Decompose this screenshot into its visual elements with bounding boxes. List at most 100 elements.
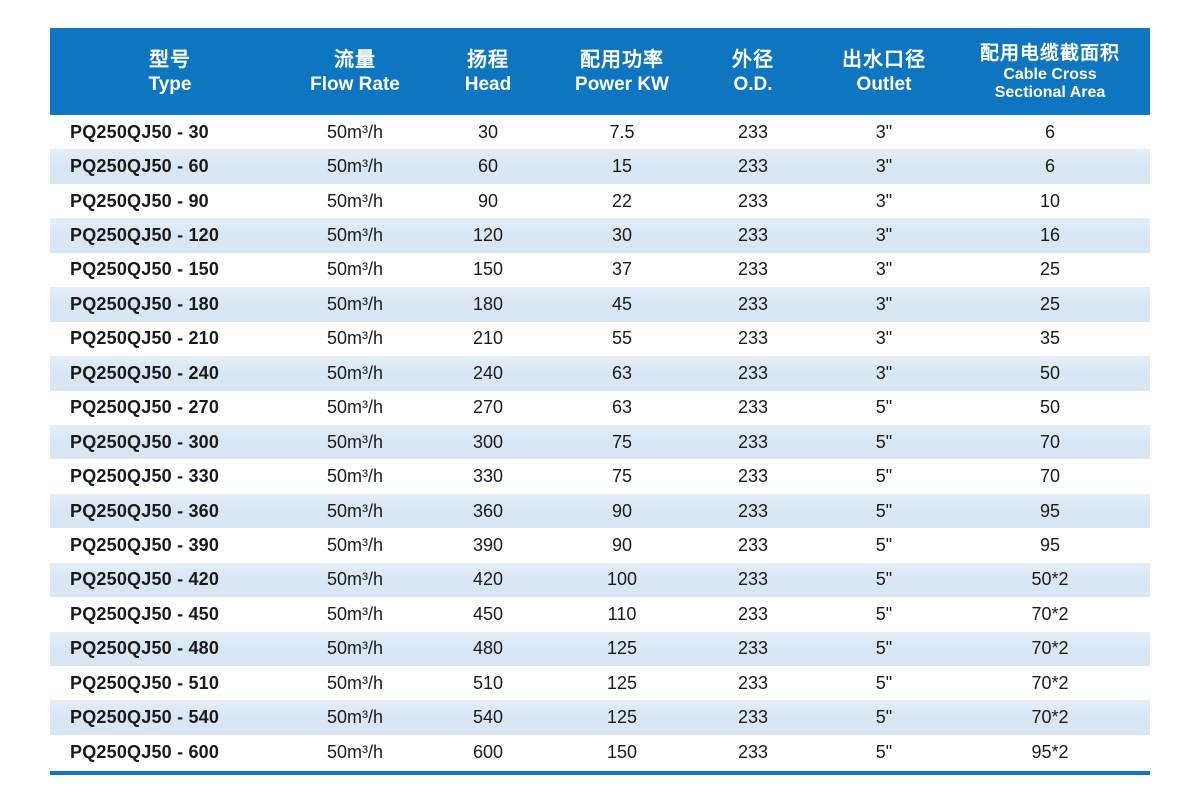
- header-label-zh-outlet: 出水口径: [842, 48, 926, 71]
- cell-head: 540: [420, 700, 556, 735]
- cell-head: 360: [420, 493, 556, 529]
- table-row: PQ250QJ50 - 30 50m³/h 30 7.5 233 3" 6: [50, 115, 1150, 149]
- header-label-en-head: Head: [464, 73, 512, 95]
- header-label-zh-flow-rate: 流量: [334, 48, 376, 71]
- cell-od: 233: [737, 259, 769, 280]
- cell-head: 450: [472, 603, 504, 624]
- cell-power-kw: 125: [556, 700, 688, 735]
- pump-spec-table: 型号 Type 流量 Flow Rate 扬程 Head 配用功率 Power KW 外径 O.D…: [50, 28, 1150, 769]
- cell-flow-rate: 50m³/h: [326, 603, 384, 624]
- cell-od: 233: [737, 672, 769, 693]
- cell-outlet: 5": [818, 700, 950, 735]
- cell-head: 330: [472, 466, 504, 487]
- cell-head: 420: [420, 562, 556, 598]
- cell-outlet: 5": [818, 562, 950, 598]
- header-label-zh-type: 型号: [149, 48, 191, 71]
- cell-outlet: 3": [875, 121, 893, 142]
- cell-cable-cross-sectional-area: 95: [950, 493, 1150, 529]
- cell-od: 233: [688, 493, 818, 529]
- cell-type: PQ250QJ50 - 210: [70, 328, 220, 349]
- cell-od: 233: [688, 149, 818, 184]
- table-row: PQ250QJ50 - 450 50m³/h 450 110 233 5" 70*2: [50, 597, 1150, 631]
- cell-cable-cross-sectional-area: 50*2: [950, 562, 1150, 598]
- cell-cable-cross-sectional-area: 50: [1039, 397, 1061, 418]
- cell-outlet: 3": [875, 259, 893, 280]
- cell-head: 270: [472, 397, 504, 418]
- cell-outlet: 5": [818, 493, 950, 529]
- cell-power-kw: 63: [556, 356, 688, 391]
- table-row: PQ250QJ50 - 270 50m³/h 270 63 233 5" 50: [50, 391, 1150, 425]
- cell-power-kw: 55: [611, 328, 633, 349]
- cell-outlet: 3": [875, 190, 893, 211]
- header-label-en-flow-rate: Flow Rate: [310, 73, 400, 95]
- header-cell-flow-rate: 流量 Flow Rate: [290, 28, 420, 115]
- table-row: PQ250QJ50 - 540 50m³/h 540 125 233 5" 70*2: [50, 700, 1150, 735]
- cell-flow-rate: 50m³/h: [290, 631, 420, 666]
- cell-head: 240: [420, 356, 556, 391]
- cell-type: PQ250QJ50 - 510: [70, 672, 220, 693]
- cell-type: PQ250QJ50 - 150: [70, 259, 220, 280]
- header-cell-cable-cross-sectional-area: 配用电缆截面积 Cable Cross Sectional Area: [950, 28, 1150, 115]
- cell-od: 233: [737, 534, 769, 555]
- header-label-zh-head: 扬程: [467, 48, 509, 71]
- cell-power-kw: 15: [556, 149, 688, 184]
- header-cell-head: 扬程 Head: [420, 28, 556, 115]
- header-label-zh-power-kw: 配用功率: [580, 48, 664, 71]
- cell-od: 233: [688, 287, 818, 322]
- table-row: PQ250QJ50 - 120 50m³/h 120 30 233 3" 16: [50, 218, 1150, 253]
- cell-flow-rate: 50m³/h: [326, 466, 384, 487]
- cell-od: 233: [737, 190, 769, 211]
- cell-flow-rate: 50m³/h: [326, 741, 384, 762]
- cell-head: 390: [472, 534, 504, 555]
- cell-flow-rate: 50m³/h: [326, 328, 384, 349]
- cell-flow-rate: 50m³/h: [290, 700, 420, 735]
- cell-cable-cross-sectional-area: 35: [1039, 328, 1061, 349]
- table-row: PQ250QJ50 - 210 50m³/h 210 55 233 3" 35: [50, 322, 1150, 356]
- cell-head: 60: [420, 149, 556, 184]
- cell-type: PQ250QJ50 - 540: [50, 700, 290, 735]
- cell-outlet: 5": [818, 424, 950, 460]
- header-cell-outlet: 出水口径 Outlet: [818, 28, 950, 115]
- cell-power-kw: 30: [556, 218, 688, 253]
- cell-power-kw: 125: [556, 631, 688, 666]
- header-cell-power-kw: 配用功率 Power KW: [556, 28, 688, 115]
- cell-cable-cross-sectional-area: 95*2: [1031, 741, 1069, 762]
- cell-od: 233: [737, 121, 769, 142]
- cell-flow-rate: 50m³/h: [290, 218, 420, 253]
- table-row: PQ250QJ50 - 480 50m³/h 480 125 233 5" 70*2: [50, 631, 1150, 666]
- cell-power-kw: 150: [606, 741, 638, 762]
- cell-type: PQ250QJ50 - 360: [50, 493, 290, 529]
- cell-type: PQ250QJ50 - 240: [50, 356, 290, 391]
- table-row: PQ250QJ50 - 330 50m³/h 330 75 233 5" 70: [50, 459, 1150, 493]
- cell-cable-cross-sectional-area: 50: [950, 356, 1150, 391]
- cell-power-kw: 45: [556, 287, 688, 322]
- cell-head: 300: [420, 424, 556, 460]
- cell-outlet: 5": [875, 672, 893, 693]
- cell-type: PQ250QJ50 - 390: [70, 534, 220, 555]
- cell-power-kw: 75: [556, 424, 688, 460]
- cell-cable-cross-sectional-area: 25: [950, 287, 1150, 322]
- cell-cable-cross-sectional-area: 70*2: [950, 700, 1150, 735]
- cell-type: PQ250QJ50 - 300: [50, 424, 290, 460]
- cell-flow-rate: 50m³/h: [290, 562, 420, 598]
- cell-type: PQ250QJ50 - 30: [70, 121, 209, 142]
- header-cell-type: 型号 Type: [50, 28, 290, 115]
- cell-od: 233: [688, 218, 818, 253]
- cell-type: PQ250QJ50 - 480: [50, 631, 290, 666]
- cell-head: 210: [472, 328, 504, 349]
- pump-spec-table-wrap: 型号 Type 流量 Flow Rate 扬程 Head 配用功率 Power KW 外径 O.D…: [50, 28, 1150, 776]
- cell-outlet: 3": [818, 149, 950, 184]
- cell-head: 150: [472, 259, 504, 280]
- cell-head: 30: [477, 121, 499, 142]
- cell-outlet: 3": [818, 287, 950, 322]
- cell-type: PQ250QJ50 - 330: [70, 466, 220, 487]
- header-label-en-type: Type: [148, 73, 192, 95]
- cell-type: PQ250QJ50 - 90: [70, 190, 209, 211]
- table-row: PQ250QJ50 - 180 50m³/h 180 45 233 3" 25: [50, 287, 1150, 322]
- cell-flow-rate: 50m³/h: [326, 190, 384, 211]
- header-label-zh-cable-cross-sectional-area: 配用电缆截面积: [979, 42, 1120, 64]
- cell-flow-rate: 50m³/h: [290, 493, 420, 529]
- cell-flow-rate: 50m³/h: [290, 424, 420, 460]
- cell-type: PQ250QJ50 - 120: [50, 218, 290, 253]
